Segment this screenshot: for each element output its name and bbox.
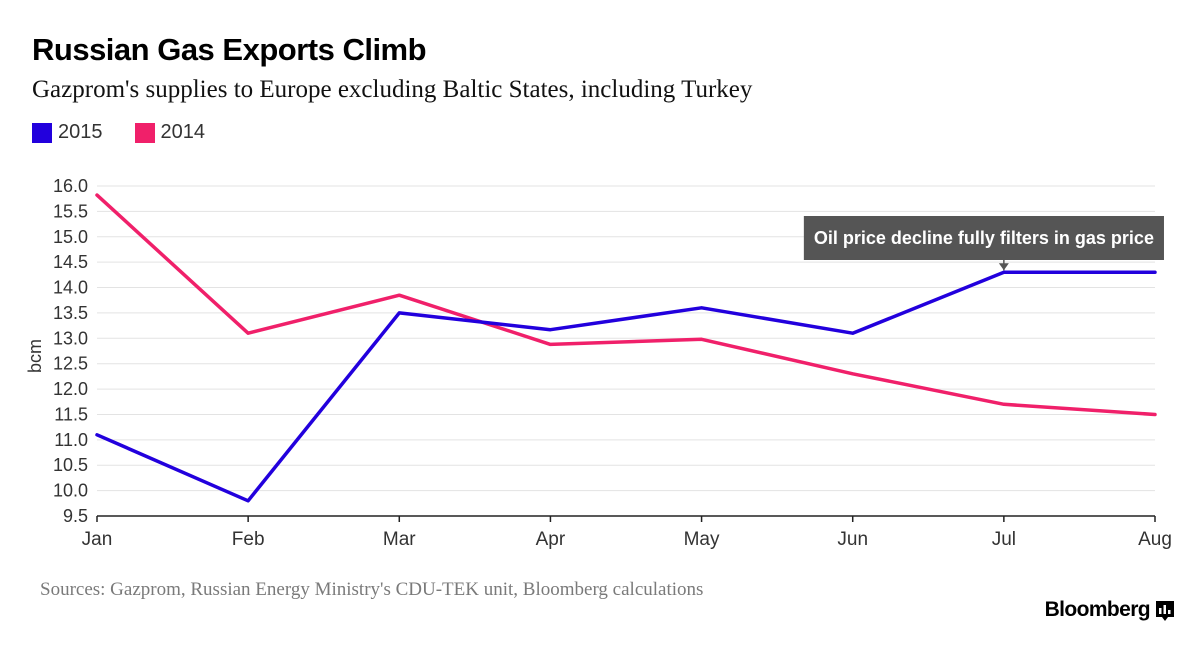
annotation-arrow: [998, 263, 1009, 271]
legend-swatch-2015: [32, 122, 52, 143]
y-axis-label: bcm: [25, 339, 45, 373]
y-tick-label: 12.5: [53, 354, 88, 374]
x-tick-label: Jun: [837, 529, 868, 550]
x-tick-label: Jan: [82, 529, 113, 550]
y-tick-label: 10.5: [53, 455, 88, 475]
series-line-2015: [95, 270, 1157, 503]
x-tick-label: Apr: [536, 529, 566, 550]
legend-item-2014: 2014: [134, 121, 206, 144]
y-tick-label: 15.0: [53, 227, 88, 247]
y-tick-label: 9.5: [63, 506, 88, 526]
chart-subtitle: Gazprom's supplies to Europe excluding B…: [32, 76, 753, 103]
legend-label-2015: 2015: [58, 121, 103, 143]
y-tick-label: 15.5: [53, 201, 88, 221]
series-line-2014: [95, 193, 1157, 417]
legend: 2015 2014: [32, 121, 205, 144]
y-tick-label: 13.0: [53, 328, 88, 348]
legend-item-2015: 2015: [32, 121, 103, 144]
y-tick-label: 14.5: [53, 252, 88, 272]
y-tick-label: 12.0: [53, 379, 88, 399]
legend-label-2014: 2014: [160, 121, 206, 143]
x-tick-label: Aug: [1138, 529, 1172, 550]
x-tick-label: Jul: [992, 529, 1016, 550]
legend-swatch-2014: [134, 122, 155, 143]
y-axis-ticks: 9.5 10.0 10.5 11.0 11.5 12.0 12.5 13.0 13.5 14.0 1…: [53, 176, 88, 526]
chart-title: Russian Gas Exports Climb: [32, 32, 427, 67]
annotation-box: [803, 216, 1164, 260]
series-lines: [95, 193, 1157, 503]
annotation: Oil price decline fully filters in gas p…: [803, 216, 1164, 271]
source-note: Sources: Gazprom, Russian Energy Ministr…: [40, 579, 704, 600]
bloomberg-chart-icon: [1156, 601, 1174, 621]
y-tick-label: 16.0: [53, 176, 88, 196]
brand-logo: Bloomberg: [1045, 598, 1174, 622]
x-tick-label: Mar: [383, 529, 416, 550]
y-tick-label: 11.0: [54, 430, 88, 450]
x-tick-label: May: [684, 529, 720, 550]
brand-name: Bloomberg: [1044, 598, 1151, 621]
x-tick-label: Feb: [232, 529, 265, 550]
y-tick-label: 10.0: [53, 481, 88, 501]
x-axis: Jan Feb Mar Apr May Jun Jul Aug: [82, 515, 1172, 550]
y-tick-label: 13.5: [53, 303, 88, 323]
annotation-text: Oil price decline fully filters in gas p…: [814, 228, 1154, 248]
y-tick-label: 14.0: [53, 278, 88, 298]
annotation-callout: Oil price decline fully filters in gas p…: [803, 216, 1164, 271]
y-tick-label: 11.5: [54, 404, 88, 424]
